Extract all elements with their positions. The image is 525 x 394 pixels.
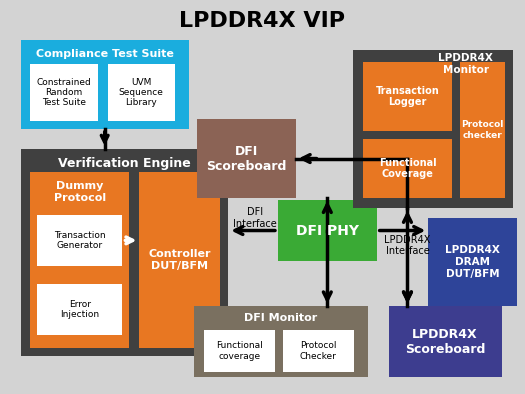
Bar — [460, 62, 506, 198]
Bar — [37, 215, 122, 266]
Text: Compliance Test Suite: Compliance Test Suite — [36, 49, 174, 59]
Bar — [283, 330, 354, 372]
Bar — [363, 62, 452, 131]
Bar — [30, 64, 98, 121]
Text: DFI Monitor: DFI Monitor — [244, 313, 318, 323]
Text: DFI PHY: DFI PHY — [296, 223, 359, 238]
Bar — [363, 139, 452, 198]
Text: Error
Injection: Error Injection — [60, 300, 100, 319]
Bar — [20, 40, 189, 129]
Text: Controller
DUT/BFM: Controller DUT/BFM — [149, 249, 211, 271]
Text: LPDDR4X VIP: LPDDR4X VIP — [179, 11, 345, 30]
Bar — [197, 119, 296, 198]
Text: LPDDR4X
Scoreboard: LPDDR4X Scoreboard — [405, 328, 485, 356]
Bar — [428, 218, 517, 307]
Bar — [278, 200, 377, 261]
Bar — [20, 149, 228, 356]
Text: DFI
Scoreboard: DFI Scoreboard — [206, 145, 286, 173]
Text: LPDDR4X
DRAM
DUT/BFM: LPDDR4X DRAM DUT/BFM — [445, 245, 500, 279]
Text: UVM
Sequence
Library: UVM Sequence Library — [119, 78, 164, 108]
Text: Transaction
Generator: Transaction Generator — [54, 230, 106, 250]
Text: Constrained
Random
Test Suite: Constrained Random Test Suite — [37, 78, 91, 108]
Text: Protocol
Checker: Protocol Checker — [300, 341, 337, 361]
Text: Verification Engine: Verification Engine — [58, 157, 191, 170]
Text: DFI
Interface: DFI Interface — [233, 207, 277, 229]
Text: Functional
coverage: Functional coverage — [216, 341, 262, 361]
Bar — [108, 64, 175, 121]
Bar — [388, 307, 502, 377]
Bar — [37, 284, 122, 335]
Text: Transaction
Logger: Transaction Logger — [375, 85, 439, 107]
Text: LPDDR4X
Monitor: LPDDR4X Monitor — [438, 53, 494, 75]
Bar — [353, 50, 513, 208]
Bar — [194, 307, 368, 377]
Text: Protocol
checker: Protocol checker — [461, 120, 504, 139]
Bar — [139, 172, 220, 348]
Text: LPDDR4X
Interface: LPDDR4X Interface — [384, 234, 430, 256]
Bar — [204, 330, 275, 372]
Text: Dummy
Protocol: Dummy Protocol — [54, 181, 106, 203]
Text: Functional
Coverage: Functional Coverage — [379, 158, 436, 179]
Bar — [30, 172, 130, 348]
